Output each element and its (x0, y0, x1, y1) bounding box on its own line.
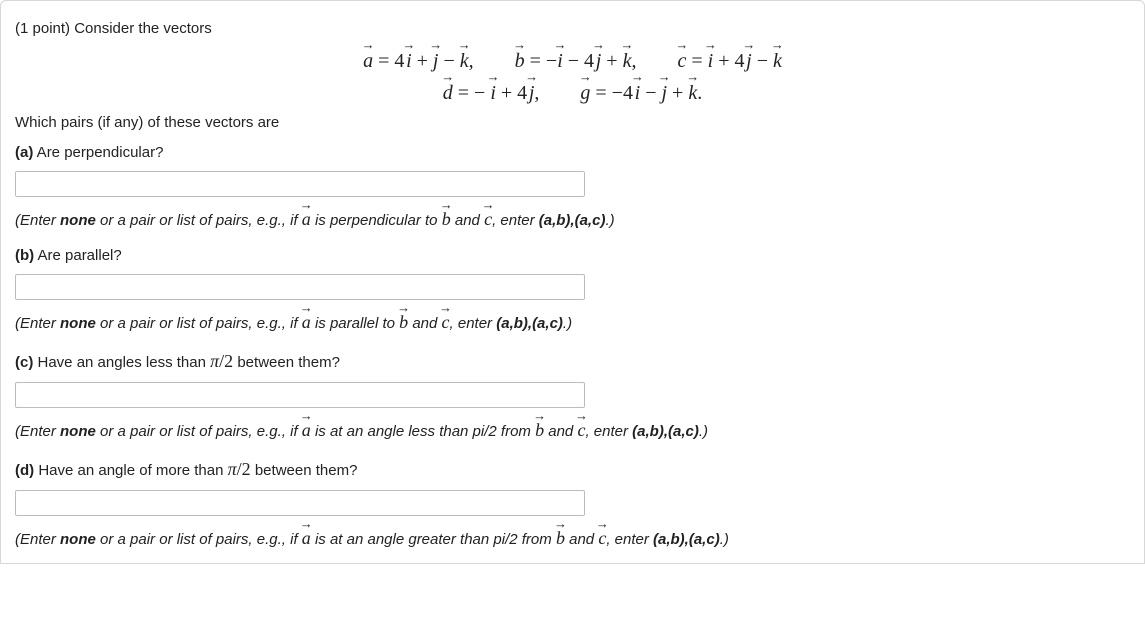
part-a-question: (a) Are perpendicular? (15, 141, 1130, 165)
problem-container: (1 point) Consider the vectors a = 4 i +… (0, 0, 1145, 564)
hint-text: and (544, 423, 577, 440)
hint-text: .) (720, 531, 729, 548)
hint-none: none (60, 423, 96, 440)
hint-text: , enter (492, 212, 539, 229)
part-d-question: (d) Have an angle of more than π/2 betwe… (15, 455, 1130, 484)
hint-text: and (408, 315, 441, 332)
prompt-which: Which pairs (if any) of these vectors ar… (15, 111, 1130, 135)
part-d-label: (d) (15, 462, 34, 479)
pi-over-2: π/2 (210, 351, 233, 371)
part-c-text-pre: Have an angles less than (33, 354, 210, 371)
part-d-text-post: between them? (251, 462, 358, 479)
hint-example: (a,b),(a,c) (653, 531, 720, 548)
hint-none: none (60, 531, 96, 548)
part-c-hint: (Enter none or a pair or list of pairs, … (15, 418, 1130, 441)
part-b-text: Are parallel? (34, 247, 122, 264)
part-d-input[interactable] (15, 490, 585, 516)
hint-example: (a,b),(a,c) (539, 212, 606, 229)
pi-over-2: π/2 (228, 459, 251, 479)
part-d-text-pre: Have an angle of more than (34, 462, 227, 479)
hint-text: is at an angle less than pi/2 from (311, 423, 535, 440)
hint-text: , enter (606, 531, 653, 548)
part-d-hint: (Enter none or a pair or list of pairs, … (15, 526, 1130, 549)
hint-text: (Enter (15, 212, 60, 229)
hint-text: .) (699, 423, 708, 440)
vector-g-def: g = −4 i − j + k. (580, 79, 702, 105)
hint-none: none (60, 315, 96, 332)
hint-text: or a pair or list of pairs, e.g., if (96, 315, 302, 332)
part-b-input[interactable] (15, 274, 585, 300)
hint-text: or a pair or list of pairs, e.g., if (96, 212, 302, 229)
vector-a-def: a = 4 i + j − k, (363, 47, 474, 73)
hint-text: (Enter (15, 531, 60, 548)
hint-text: is perpendicular to (311, 212, 442, 229)
hint-text: (Enter (15, 315, 60, 332)
equation-row-2: d = − i + 4 j, g = −4 i − j + k. (15, 79, 1130, 105)
vector-d-def: d = − i + 4 j, (443, 79, 540, 105)
hint-text: is parallel to (311, 315, 399, 332)
hint-example: (a,b),(a,c) (496, 315, 563, 332)
hint-text: (Enter (15, 423, 60, 440)
part-a-text: Are perpendicular? (33, 144, 163, 161)
hint-text: .) (605, 212, 614, 229)
prompt-intro: Consider the vectors (74, 20, 212, 37)
hint-text: , enter (450, 315, 497, 332)
part-c-question: (c) Have an angles less than π/2 between… (15, 347, 1130, 376)
part-a-label: (a) (15, 144, 33, 161)
hint-text: or a pair or list of pairs, e.g., if (96, 531, 302, 548)
part-c-input[interactable] (15, 382, 585, 408)
part-c-text-post: between them? (233, 354, 340, 371)
prompt-line-1: (1 point) Consider the vectors (15, 17, 1130, 41)
part-b-label: (b) (15, 247, 34, 264)
hint-text: is at an angle greater than pi/2 from (311, 531, 556, 548)
hint-text: and (451, 212, 484, 229)
part-a-hint: (Enter none or a pair or list of pairs, … (15, 207, 1130, 230)
hint-none: none (60, 212, 96, 229)
hint-text: or a pair or list of pairs, e.g., if (96, 423, 302, 440)
part-b-question: (b) Are parallel? (15, 244, 1130, 268)
part-b-hint: (Enter none or a pair or list of pairs, … (15, 310, 1130, 333)
part-a-input[interactable] (15, 171, 585, 197)
hint-text: , enter (585, 423, 632, 440)
hint-example: (a,b),(a,c) (632, 423, 699, 440)
equation-row-1: a = 4 i + j − k, b = −i − 4 j + k, c = i… (15, 47, 1130, 73)
hint-text: and (565, 531, 598, 548)
hint-text: .) (563, 315, 572, 332)
points-label: (1 point) (15, 20, 74, 37)
part-c-label: (c) (15, 354, 33, 371)
